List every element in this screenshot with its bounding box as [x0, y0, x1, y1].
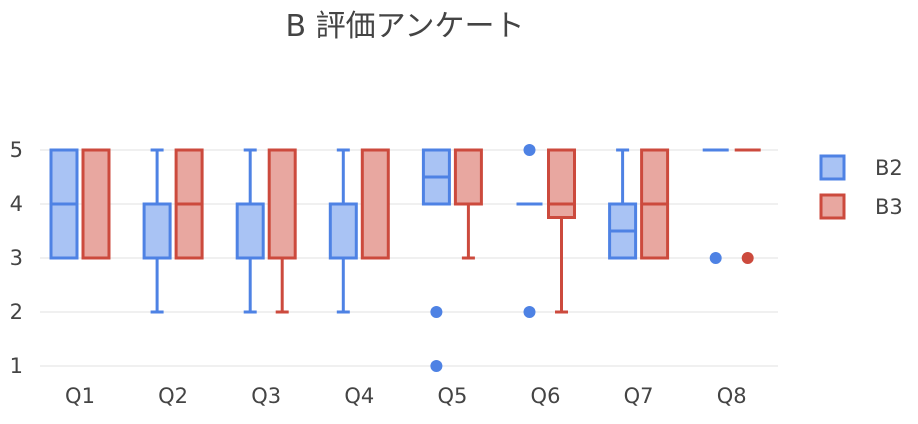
- y-tick-label: 4: [10, 192, 23, 216]
- box-body: [453, 148, 483, 206]
- box-B3-Q6: [547, 148, 576, 314]
- legend-item-B3[interactable]: B3: [819, 193, 903, 220]
- box-body: [267, 148, 297, 260]
- legend-label: B2: [875, 156, 903, 180]
- x-tick-label: Q4: [344, 384, 374, 408]
- outlier-point: [741, 252, 754, 264]
- outlier-point: [523, 144, 536, 156]
- box-B2-Q2: [142, 148, 172, 314]
- box-B3-Q7: [640, 148, 670, 260]
- x-tick-label: Q8: [717, 384, 747, 408]
- x-tick-label: Q5: [437, 384, 467, 408]
- chart-title: B 評価アンケート: [286, 9, 525, 44]
- box-B2-Q6: [516, 144, 543, 318]
- legend-item-B2[interactable]: B2: [819, 154, 903, 181]
- outlier-point: [523, 306, 536, 318]
- x-axis-ticks: Q1 Q2 Q3 Q4 Q5 Q6 Q7 Q8: [65, 384, 747, 408]
- box-B3-Q3: [267, 148, 297, 314]
- box-B3-Q1: [81, 148, 111, 260]
- x-tick-label: Q7: [624, 384, 654, 408]
- y-tick-label: 5: [10, 138, 23, 162]
- box-body: [360, 148, 390, 260]
- y-tick-label: 3: [10, 246, 23, 270]
- box-B3-Q2: [174, 148, 204, 260]
- x-tick-label: Q1: [65, 384, 95, 408]
- box-B3-Q5: [453, 148, 483, 260]
- x-tick-label: Q3: [251, 384, 281, 408]
- box-B3-Q8: [734, 148, 761, 264]
- box-body: [235, 202, 265, 260]
- box-layer: [49, 144, 761, 372]
- outlier-point: [430, 360, 443, 372]
- box-body: [142, 202, 172, 260]
- box-B2-Q4: [328, 148, 358, 314]
- outlier-point: [430, 306, 443, 318]
- box-body: [81, 148, 111, 260]
- legend-swatch: [819, 154, 846, 181]
- box-B2-Q5: [421, 148, 451, 372]
- x-tick-label: Q6: [531, 384, 561, 408]
- box-B2-Q8: [702, 148, 729, 264]
- box-B2-Q1: [49, 148, 79, 260]
- y-axis-ticks: 1 2 3 4 5: [10, 138, 23, 378]
- y-tick-label: 2: [10, 300, 23, 324]
- legend-swatch: [819, 193, 846, 220]
- box-body: [328, 202, 358, 260]
- outlier-point: [709, 252, 722, 264]
- box-B2-Q7: [608, 148, 638, 260]
- y-tick-label: 1: [10, 354, 23, 378]
- legend-label: B3: [875, 195, 903, 219]
- box-B2-Q3: [235, 148, 265, 314]
- x-tick-label: Q2: [158, 384, 188, 408]
- legend[interactable]: B2 B3: [819, 154, 903, 220]
- box-body: [547, 148, 576, 219]
- box-B3-Q4: [360, 148, 390, 260]
